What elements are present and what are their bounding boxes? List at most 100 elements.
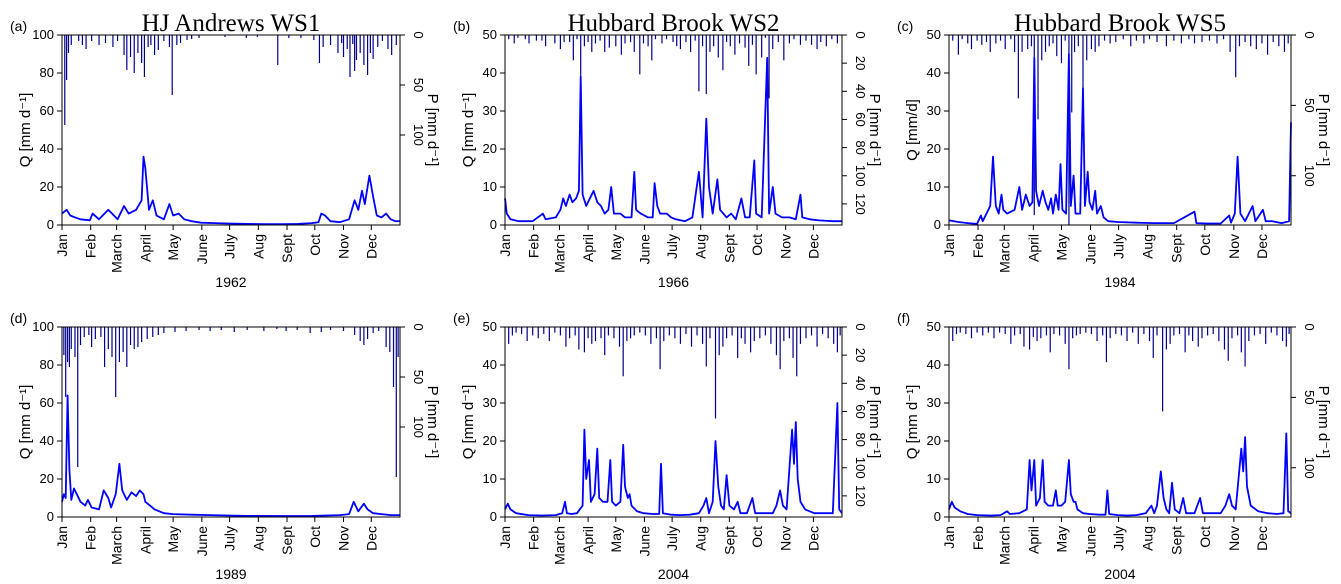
x-tick-label: July xyxy=(1111,234,1127,259)
x-tick-label: Feb xyxy=(526,234,542,258)
y-axis-label-left: Q [mm d⁻¹] xyxy=(17,93,34,168)
y-tick-label-left: 50 xyxy=(483,319,497,334)
x-tick-label: Sept xyxy=(279,526,295,555)
y-tick-label-right: 0 xyxy=(853,323,868,330)
y-tick-label-left: 0 xyxy=(47,509,54,524)
x-tick-label: March xyxy=(109,526,125,565)
y-tick-label-right: 20 xyxy=(853,348,868,362)
x-tick-label: Sept xyxy=(721,234,737,263)
y-tick-label-right: 50 xyxy=(1302,98,1317,112)
x-axis-year-label: 1966 xyxy=(658,274,689,290)
x-tick-label: Dec xyxy=(805,234,821,259)
plot-frame xyxy=(61,34,401,226)
y-tick-label-left: 50 xyxy=(483,27,497,42)
y-tick-label-left: 0 xyxy=(490,509,497,524)
y-tick-label-right: 0 xyxy=(1302,323,1317,330)
discharge-line xyxy=(504,402,843,517)
chart-panel-a: (a) HJ Andrews WS1 0 20 40 60 80 100 0 50 100 Q [mm… xyxy=(10,10,441,290)
x-tick-label: April xyxy=(580,234,596,262)
y-tick-label-left: 10 xyxy=(483,179,497,194)
chart-panel-b: (b) Hubbard Brook WS2 0 10 20 30 40 50 0 20 40 60 80… xyxy=(453,10,883,290)
x-tick-label: Nov xyxy=(1226,526,1242,551)
x-tick-label: Oct xyxy=(749,526,765,548)
y-tick-label-right: 60 xyxy=(853,112,868,126)
x-tick-label: July xyxy=(1111,526,1127,551)
y-tick-label-right: 80 xyxy=(853,140,868,154)
chart-panel-d: (d) 0 20 40 60 80 100 0 50 100 Q [mm d⁻¹] P [mm d⁻¹… xyxy=(10,310,441,582)
plot-frame xyxy=(504,34,843,226)
y-tick-label-left: 0 xyxy=(934,509,941,524)
x-tick-label: June xyxy=(194,234,210,265)
panel-label: (a) xyxy=(10,18,27,34)
x-tick-label: June xyxy=(194,526,210,557)
panel-title: Hubbard Brook WS5 xyxy=(1014,10,1226,37)
y-axis-label-left: Q [mm d⁻¹] xyxy=(460,385,477,460)
y-tick-label-left: 30 xyxy=(483,103,497,118)
y-tick-label-left: 40 xyxy=(40,141,54,156)
x-tick-label: Oct xyxy=(1197,526,1213,548)
discharge-line xyxy=(61,155,400,225)
y-tick-label-right: 60 xyxy=(853,404,868,418)
x-tick-label: May xyxy=(608,234,624,260)
plot-frame xyxy=(948,326,1292,518)
x-tick-label: Nov xyxy=(778,234,794,259)
y-tick-label-right: 120 xyxy=(853,193,868,215)
y-tick-label-left: 40 xyxy=(927,65,941,80)
y-tick-label-right: 100 xyxy=(853,165,868,187)
y-tick-label-left: 40 xyxy=(483,357,497,372)
discharge-line xyxy=(504,56,842,223)
x-tick-label: Dec xyxy=(805,526,821,551)
x-tick-label: Dec xyxy=(363,526,379,551)
y-tick-label-left: 20 xyxy=(483,141,497,156)
x-tick-label: Aug xyxy=(250,234,266,259)
discharge-line xyxy=(61,394,400,517)
x-tick-label: Oct xyxy=(307,526,323,548)
y-tick-label-left: 20 xyxy=(483,433,497,448)
y-axis-label-left: Q [mm d⁻¹] xyxy=(17,385,34,460)
chart-panel-e: (e) 0 10 20 30 40 50 0 20 40 60 80 100 120 Q [mm d⁻¹] P… xyxy=(453,310,883,582)
y-tick-label-right: 100 xyxy=(411,124,426,146)
x-tick-label: Sept xyxy=(1169,234,1185,263)
y-tick-label-right: 50 xyxy=(1302,390,1317,404)
x-tick-label: March xyxy=(551,526,567,565)
y-tick-label-right: 100 xyxy=(1302,457,1317,479)
panel-label: (d) xyxy=(10,310,27,326)
x-tick-label: June xyxy=(636,526,652,557)
x-tick-label: Dec xyxy=(1254,526,1270,551)
y-tick-label-right: 40 xyxy=(853,376,868,390)
y-tick-label-left: 40 xyxy=(483,65,497,80)
x-axis-year-label: 2004 xyxy=(658,566,689,582)
x-tick-label: Aug xyxy=(250,526,266,551)
x-tick-label: Sept xyxy=(721,526,737,555)
x-tick-label: Aug xyxy=(693,234,709,259)
x-axis-year-label: 1989 xyxy=(215,566,246,582)
y-tick-label-left: 40 xyxy=(40,433,54,448)
y-tick-label-left: 30 xyxy=(927,395,941,410)
discharge-line xyxy=(948,53,1292,225)
x-tick-label: Jan xyxy=(54,526,70,549)
x-tick-label: Oct xyxy=(1197,234,1213,256)
x-tick-label: May xyxy=(608,526,624,552)
x-tick-label: May xyxy=(1053,526,1069,552)
y-tick-label-right: 40 xyxy=(853,84,868,98)
x-tick-label: July xyxy=(222,234,238,259)
y-tick-label-left: 20 xyxy=(927,433,941,448)
y-tick-label-right: 80 xyxy=(853,432,868,446)
y-tick-label-left: 100 xyxy=(32,27,54,42)
discharge-line xyxy=(948,432,1292,517)
x-axis-year-label: 1962 xyxy=(215,274,246,290)
y-axis-label-right: P [mm d⁻¹] xyxy=(1315,386,1332,459)
x-tick-label: April xyxy=(137,526,153,554)
x-tick-label: Dec xyxy=(363,234,379,259)
x-tick-label: April xyxy=(580,526,596,554)
x-tick-label: Jan xyxy=(941,234,957,257)
x-tick-label: Feb xyxy=(83,526,99,550)
y-tick-label-left: 10 xyxy=(927,471,941,486)
x-tick-label: March xyxy=(109,234,125,273)
panel-title: Hubbard Brook WS2 xyxy=(567,10,779,37)
x-tick-label: Aug xyxy=(1140,234,1156,259)
y-tick-label-right: 100 xyxy=(1302,165,1317,187)
x-tick-label: Feb xyxy=(970,526,986,550)
y-tick-label-left: 20 xyxy=(40,179,54,194)
panel-label: (e) xyxy=(453,310,470,326)
